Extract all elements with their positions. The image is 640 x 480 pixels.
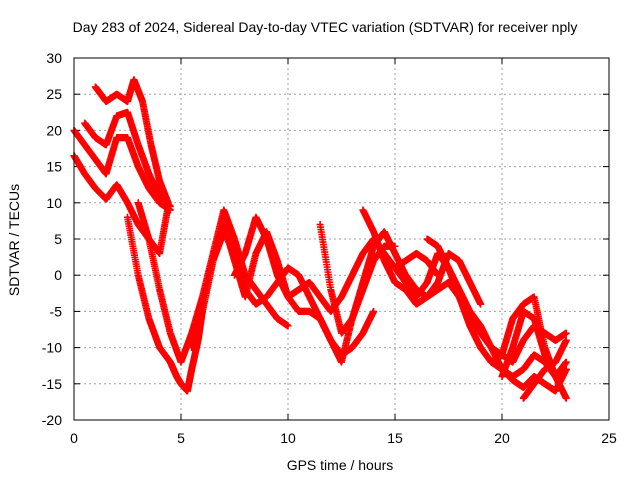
y-tick-label: -20 [42,412,62,428]
x-tick-label: 15 [387,430,403,446]
series-trace-4 [91,76,172,207]
series-trace-12 [391,249,570,381]
x-tick-label: 5 [177,430,185,446]
y-tick-label: 0 [54,267,62,283]
x-tick-label: 20 [494,430,510,446]
data-point [166,202,174,210]
y-tick-label: 15 [46,159,62,175]
y-tick-label: -5 [50,303,63,319]
chart-title: Day 283 of 2024, Sidereal Day-to-day VTE… [73,19,578,35]
data-point [164,199,172,207]
y-tick-label: 25 [46,86,62,102]
y-tick-label: 5 [54,231,62,247]
y-tick-label: -10 [42,340,62,356]
x-tick-label: 0 [70,430,78,446]
y-tick-label: 10 [46,195,62,211]
y-tick-label: 30 [46,50,62,66]
x-tick-label: 10 [280,430,296,446]
data-points [70,76,570,402]
data-point [370,307,378,315]
y-tick-label: 20 [46,122,62,138]
x-tick-label: 25 [601,430,617,446]
data-point [284,322,292,330]
y-tick-label: -15 [42,376,62,392]
series-trace-5 [124,213,206,395]
